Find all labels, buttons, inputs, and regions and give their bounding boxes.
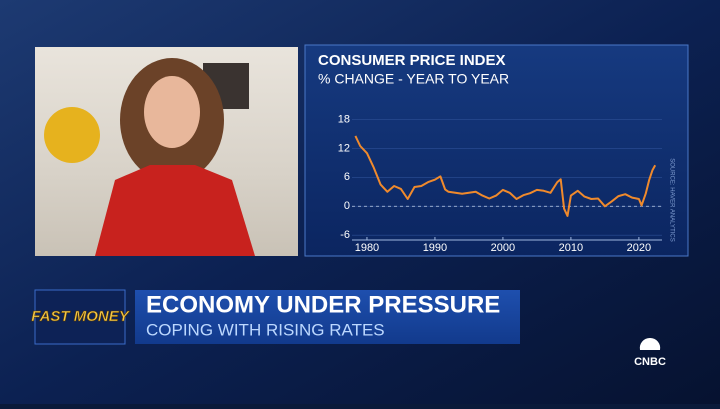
chart-title: CONSUMER PRICE INDEX [318, 52, 506, 69]
show-logo: FAST MONEY [31, 308, 131, 325]
show-logo-box [34, 289, 126, 345]
x-tick-label: 1990 [423, 242, 447, 254]
network-logo: CNBC [634, 337, 666, 368]
peacock-icon [639, 337, 661, 350]
chart-source: SOURCE: HAVER ANALYTICS [668, 158, 674, 241]
y-tick-label: 6 [344, 171, 350, 183]
lower-third: FAST MONEY ECONOMY UNDER PRESSURE COPING… [31, 289, 520, 345]
record-decor [44, 107, 100, 163]
chart-subtitle: % CHANGE - YEAR TO YEAR [318, 71, 509, 87]
y-tick-label: -6 [340, 229, 350, 241]
y-tick-label: 12 [338, 142, 350, 154]
face [144, 76, 200, 148]
chart-panel: CONSUMER PRICE INDEX % CHANGE - YEAR TO … [304, 44, 689, 257]
cpi-line [354, 135, 657, 217]
x-tick-label: 2010 [559, 242, 583, 254]
x-tick-label: 1980 [355, 242, 379, 254]
headline: ECONOMY UNDER PRESSURE [146, 291, 500, 318]
x-tick-label: 2000 [491, 242, 515, 254]
network-name: CNBC [634, 356, 666, 368]
headline-bar [135, 290, 520, 344]
x-tick-label: 2020 [627, 242, 651, 254]
y-tick-label: 0 [344, 200, 350, 212]
chart-background [304, 44, 689, 257]
video-feed [35, 47, 298, 256]
subheadline: COPING WITH RISING RATES [146, 320, 385, 339]
person [95, 165, 255, 256]
y-tick-label: 18 [338, 113, 350, 125]
